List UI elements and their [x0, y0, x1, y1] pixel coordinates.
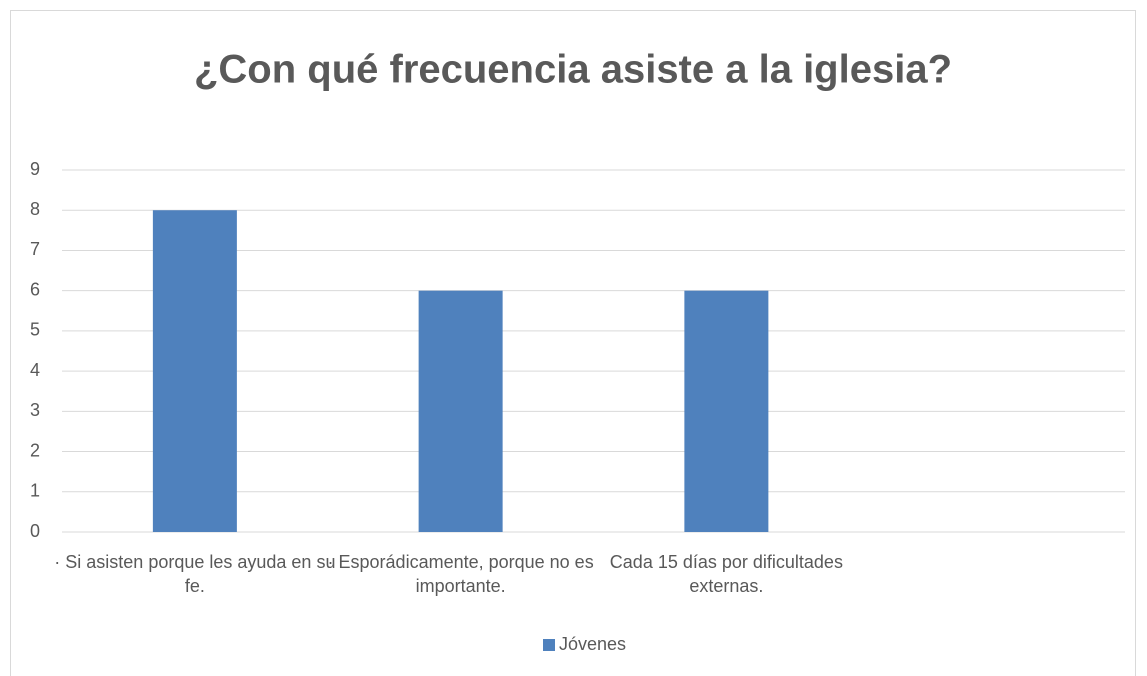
y-tick-label: 0	[30, 521, 40, 541]
x-tick-label: · Esporádicamente, porque no es importan…	[327, 552, 594, 596]
chart-border	[10, 10, 1136, 676]
legend-label: Jóvenes	[559, 634, 627, 654]
bar	[418, 290, 503, 532]
bar	[152, 210, 237, 532]
legend: Jóvenes	[543, 634, 626, 655]
y-tick-label: 8	[30, 199, 40, 219]
y-tick-label: 3	[30, 400, 40, 420]
y-tick-label: 5	[30, 320, 40, 340]
y-tick-label: 2	[30, 440, 40, 460]
y-tick-label: 7	[30, 239, 40, 259]
y-tick-label: 9	[30, 159, 40, 179]
x-tick-label: Cada 15 días por dificultades externas.	[609, 552, 843, 596]
y-tick-label: 4	[30, 360, 40, 380]
bar	[684, 290, 769, 532]
y-tick-label: 1	[30, 481, 40, 501]
chart-title: ¿Con qué frecuencia asiste a la iglesia?	[194, 48, 952, 92]
x-tick-label: · Si asisten porque les ayuda en su fe.	[54, 552, 336, 596]
legend-swatch	[543, 638, 555, 651]
y-tick-label: 6	[30, 279, 40, 299]
